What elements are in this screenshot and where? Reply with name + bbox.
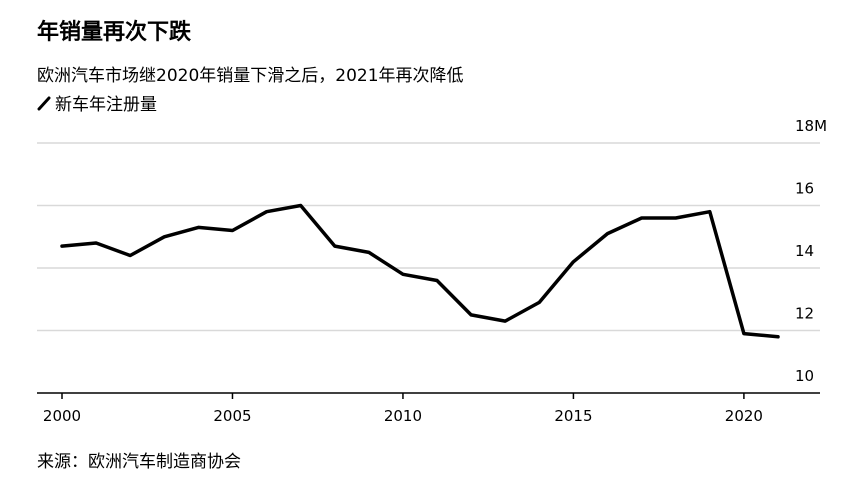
y-tick-label-16: 16	[795, 180, 814, 198]
x-tick-label-2020: 2020	[725, 407, 763, 425]
x-tick-label-2010: 2010	[384, 407, 422, 425]
x-tick-label-2015: 2015	[554, 407, 592, 425]
x-tick-label-2005: 2005	[213, 407, 251, 425]
legend-line-icon	[37, 96, 51, 110]
y-tick-label-10: 10	[795, 367, 814, 385]
y-tick-label-12: 12	[795, 305, 814, 323]
legend-label: 新车年注册量	[55, 95, 157, 115]
series-line-0	[60, 203, 780, 339]
x-tick-label-2000: 2000	[43, 407, 81, 425]
chart-subtitle: 欧洲汽车市场继2020年销量下滑之后，2021年再次降低	[37, 66, 464, 86]
chart-title: 年销量再次下跌	[37, 20, 192, 45]
legend: 新车年注册量	[37, 90, 157, 115]
y-tick-label-14: 14	[795, 242, 814, 260]
y-tick-label-18: 18M	[795, 117, 827, 135]
source-note: 来源：欧洲汽车制造商协会	[37, 452, 241, 472]
